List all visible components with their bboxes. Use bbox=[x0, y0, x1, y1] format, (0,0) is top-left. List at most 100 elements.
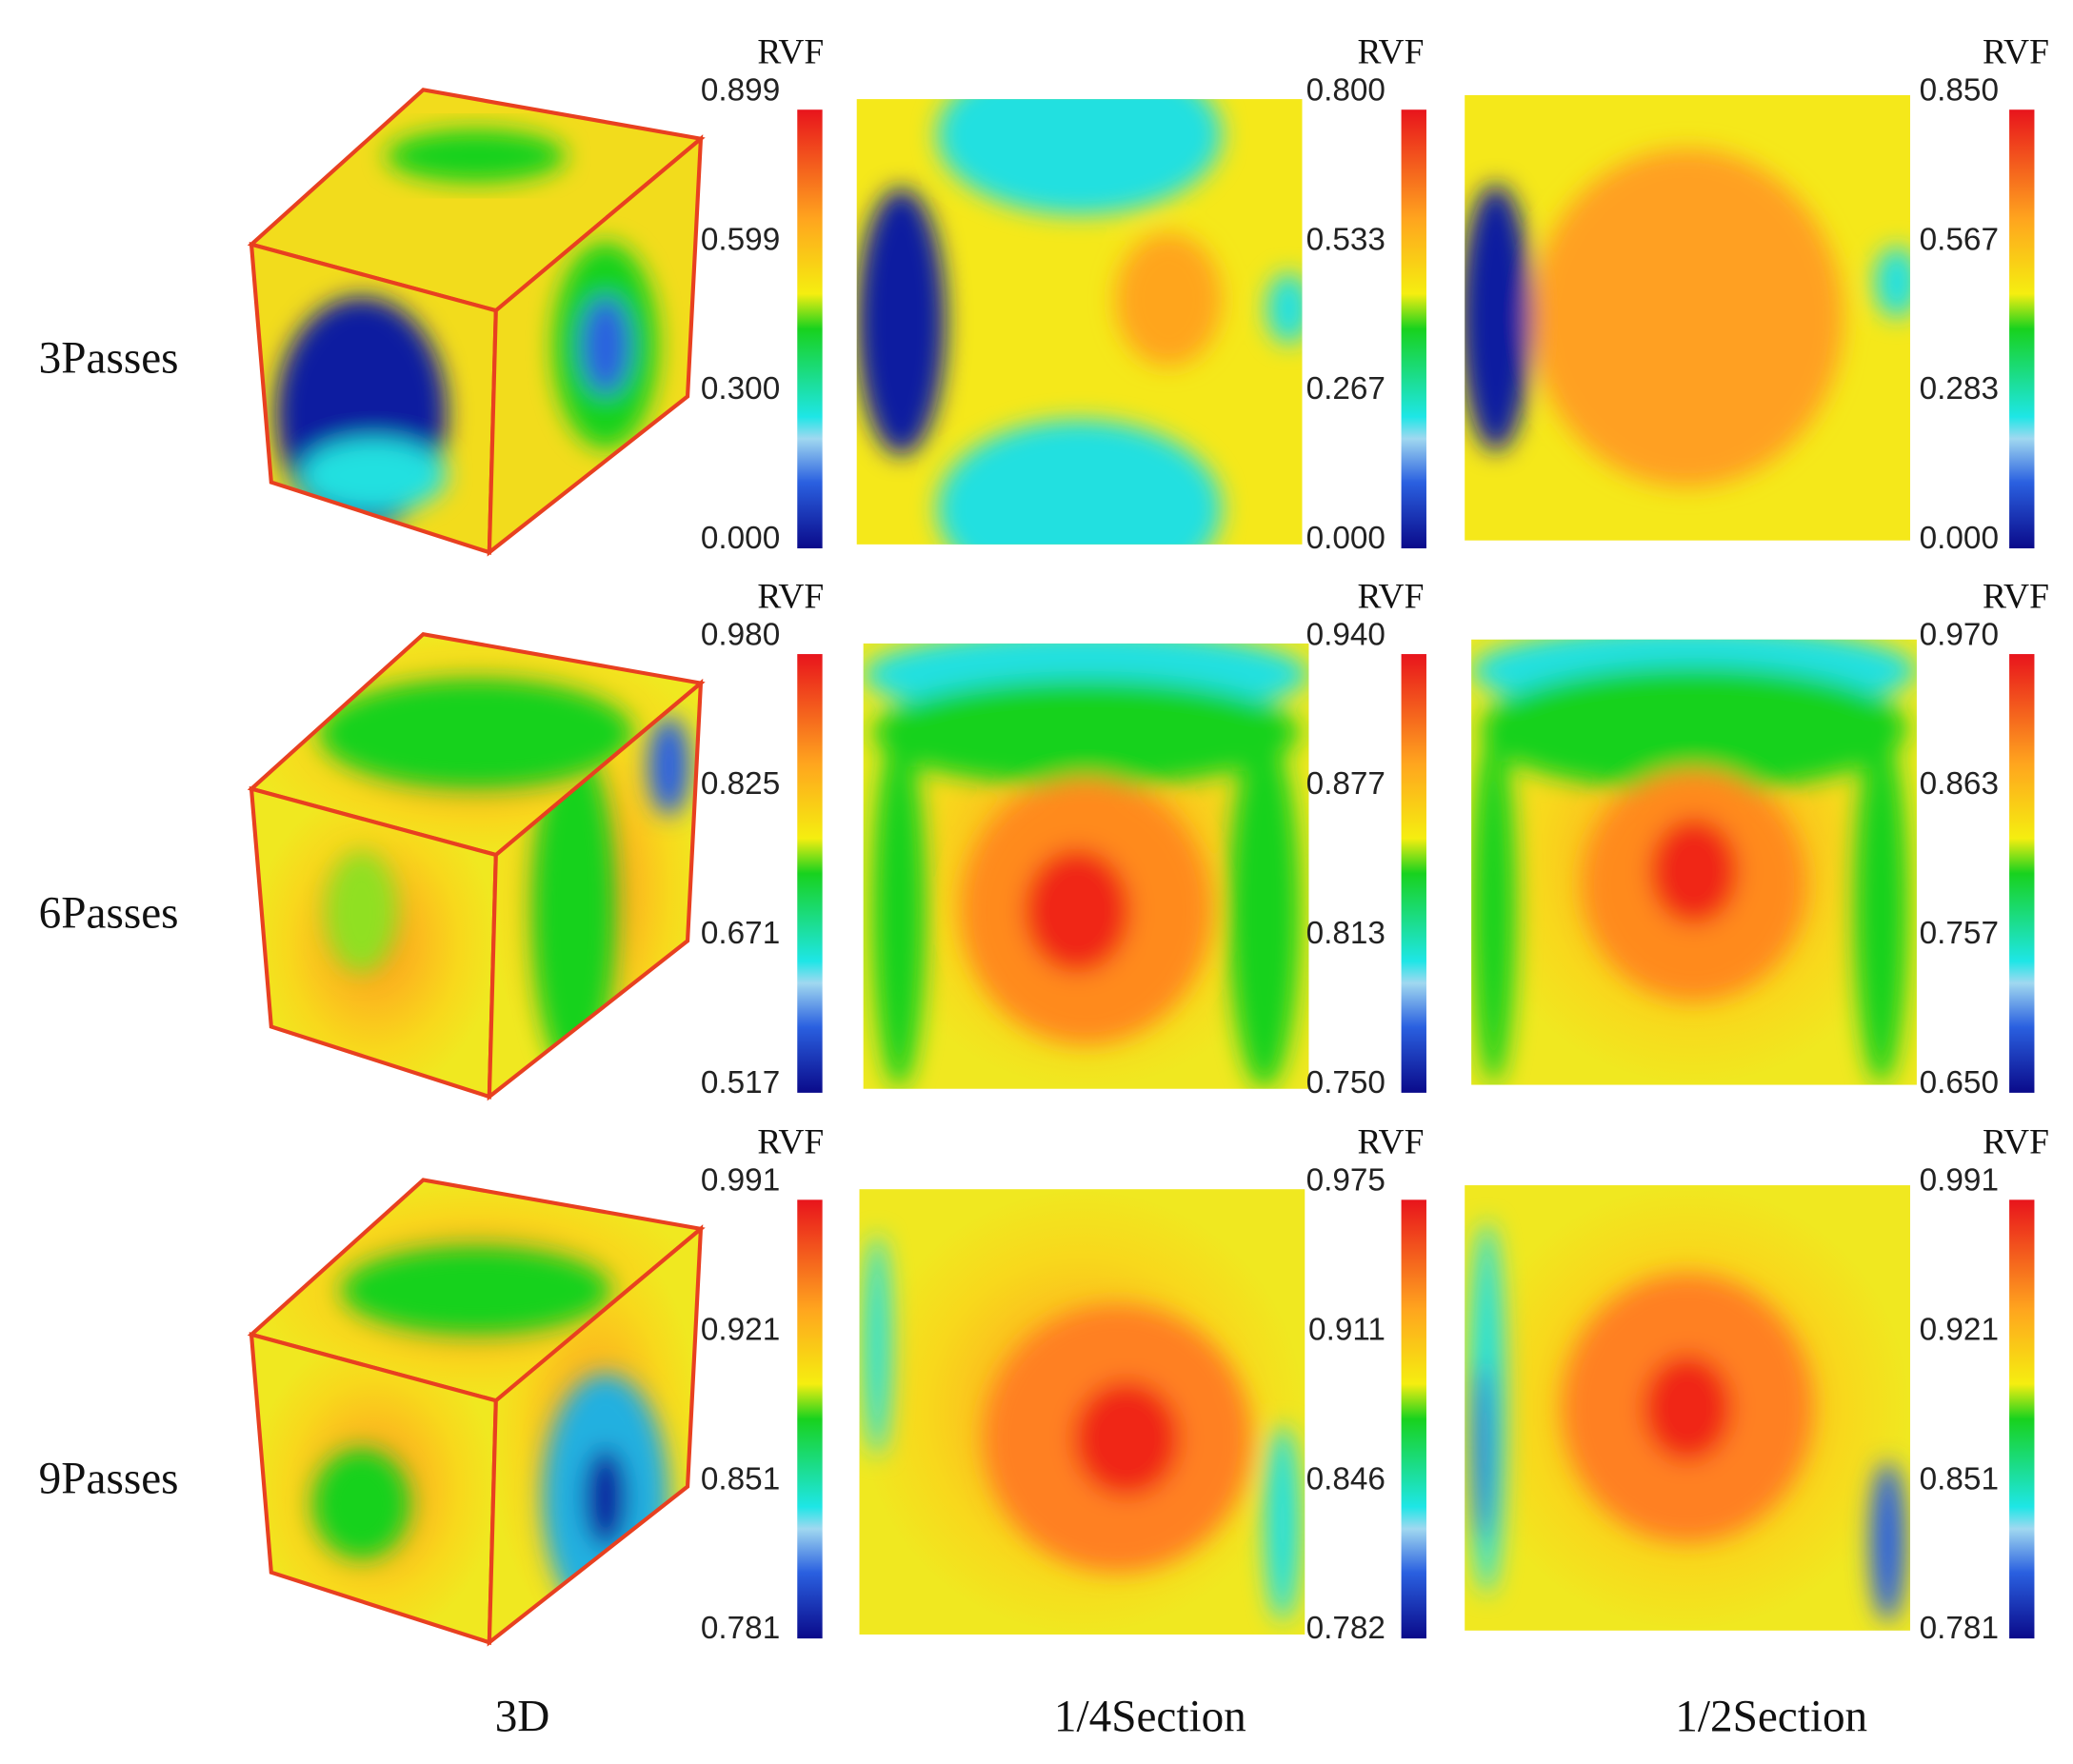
colorbar bbox=[2009, 109, 2035, 549]
contour-blob bbox=[1649, 817, 1739, 925]
contour-blob bbox=[1854, 728, 1908, 1085]
colorbar-tick-label: 0.825 bbox=[701, 766, 780, 802]
cube-view bbox=[247, 632, 706, 1101]
colorbar-title: RVF bbox=[757, 1123, 824, 1162]
contour-blob bbox=[1228, 732, 1301, 1089]
colorbar-tick-label: 0.877 bbox=[1306, 766, 1385, 802]
contour-blob bbox=[936, 99, 1223, 215]
colorbar-tick-label: 0.991 bbox=[1920, 1163, 1999, 1199]
column-label: 1/4Section bbox=[1054, 1692, 1246, 1741]
cube-edge bbox=[487, 1224, 704, 1647]
colorbar bbox=[2009, 1199, 2035, 1639]
contour-blob bbox=[325, 850, 399, 974]
row-label: 9Passes bbox=[39, 1454, 179, 1503]
cube-view bbox=[247, 88, 706, 557]
row-label: 3Passes bbox=[39, 333, 179, 383]
colorbar-tick-label: 0.267 bbox=[1306, 371, 1385, 406]
contour-blob bbox=[1643, 1354, 1732, 1462]
colorbar-tick-label: 0.991 bbox=[701, 1163, 780, 1199]
colorbar-tick-label: 0.000 bbox=[1920, 521, 1999, 556]
colorbar-tick-label: 0.671 bbox=[701, 916, 780, 951]
colorbar-tick-label: 0.899 bbox=[701, 72, 780, 108]
contour-blob bbox=[872, 732, 927, 1089]
cube-edge bbox=[487, 134, 704, 557]
colorbar-tick-label: 0.863 bbox=[1920, 766, 1999, 802]
section-pattern bbox=[1468, 1220, 1906, 1622]
colorbar-tick-label: 0.850 bbox=[1920, 72, 1999, 108]
contour-blob bbox=[1473, 1363, 1492, 1542]
contour-blob bbox=[1265, 1425, 1301, 1621]
colorbar-tick-label: 0.750 bbox=[1306, 1065, 1385, 1100]
contour-blob bbox=[1024, 848, 1131, 974]
contour-blob bbox=[648, 716, 690, 816]
contour-blob bbox=[386, 129, 567, 183]
colorbar-title: RVF bbox=[1983, 577, 2049, 616]
cube-view bbox=[247, 1178, 706, 1647]
colorbar-tick-label: 0.911 bbox=[1308, 1312, 1385, 1347]
colorbar-tick-label: 0.940 bbox=[1306, 617, 1385, 652]
colorbar-tick-label: 0.846 bbox=[1306, 1461, 1385, 1496]
colorbar-tick-label: 0.980 bbox=[701, 617, 780, 652]
colorbar-tick-label: 0.851 bbox=[1920, 1461, 1999, 1496]
row-label: 6Passes bbox=[39, 888, 179, 938]
face-pattern bbox=[318, 678, 634, 789]
colorbar-tick-label: 0.921 bbox=[1920, 1312, 1999, 1347]
colorbar-tick-label: 0.757 bbox=[1920, 916, 1999, 951]
colorbar-tick-label: 0.300 bbox=[701, 371, 780, 406]
section-pattern bbox=[864, 1233, 1301, 1621]
contour-blob bbox=[341, 1246, 611, 1335]
colorbar-tick-label: 0.567 bbox=[1920, 222, 1999, 257]
contour-blob bbox=[300, 438, 448, 513]
face-pattern bbox=[312, 1448, 410, 1559]
face-pattern bbox=[552, 242, 659, 449]
colorbar-tick-label: 0.800 bbox=[1306, 72, 1385, 108]
contour-blob bbox=[318, 678, 634, 789]
contour-blob bbox=[584, 1448, 628, 1548]
section-pattern bbox=[1471, 639, 1917, 1085]
colorbar-tick-label: 0.000 bbox=[1306, 521, 1385, 556]
colorbar-title: RVF bbox=[1358, 33, 1425, 72]
contour-blob bbox=[1531, 149, 1844, 487]
contour-blob bbox=[1266, 272, 1303, 345]
colorbar-title: RVF bbox=[757, 577, 824, 616]
contour-blob bbox=[856, 188, 947, 456]
colorbar-title: RVF bbox=[1358, 1123, 1425, 1162]
colorbar bbox=[1401, 1199, 1426, 1639]
colorbar-tick-label: 0.517 bbox=[701, 1065, 780, 1100]
colorbar-tick-label: 0.781 bbox=[701, 1611, 780, 1646]
contour-blob bbox=[872, 679, 1301, 786]
colorbar-tick-label: 0.782 bbox=[1306, 1611, 1385, 1646]
face-pattern bbox=[275, 296, 448, 531]
contour-blob bbox=[531, 744, 617, 1077]
colorbar-title: RVF bbox=[1983, 1123, 2049, 1162]
contour-blob bbox=[864, 1233, 891, 1457]
colorbar-tick-label: 0.000 bbox=[701, 521, 780, 556]
contour-blob bbox=[1869, 1461, 1906, 1622]
colorbar-title: RVF bbox=[1983, 33, 2049, 72]
colorbar-tick-label: 0.813 bbox=[1306, 916, 1385, 951]
contour-blob bbox=[1874, 246, 1910, 318]
column-label: 3D bbox=[495, 1692, 550, 1741]
colorbar-tick-label: 0.975 bbox=[1306, 1163, 1385, 1199]
face-pattern bbox=[325, 850, 399, 974]
section-pattern bbox=[863, 643, 1309, 1089]
section-pattern bbox=[1465, 149, 1910, 487]
colorbar-title: RVF bbox=[757, 33, 824, 72]
face-pattern bbox=[531, 716, 690, 1077]
cube-edge bbox=[487, 678, 704, 1101]
column-label: 1/2Section bbox=[1675, 1692, 1867, 1741]
contour-blob bbox=[936, 419, 1223, 545]
contour-blob bbox=[312, 1448, 410, 1559]
contour-blob bbox=[1073, 1380, 1181, 1496]
colorbar-title: RVF bbox=[1358, 577, 1425, 616]
face-pattern bbox=[341, 1246, 611, 1335]
contour-blob bbox=[1465, 184, 1532, 452]
colorbar bbox=[797, 109, 823, 549]
colorbar bbox=[797, 1199, 823, 1639]
colorbar-tick-label: 0.283 bbox=[1920, 371, 1999, 406]
section-pattern bbox=[856, 99, 1303, 545]
colorbar bbox=[2009, 654, 2035, 1093]
colorbar-tick-label: 0.921 bbox=[701, 1312, 780, 1347]
contour-blob bbox=[1480, 665, 1908, 791]
